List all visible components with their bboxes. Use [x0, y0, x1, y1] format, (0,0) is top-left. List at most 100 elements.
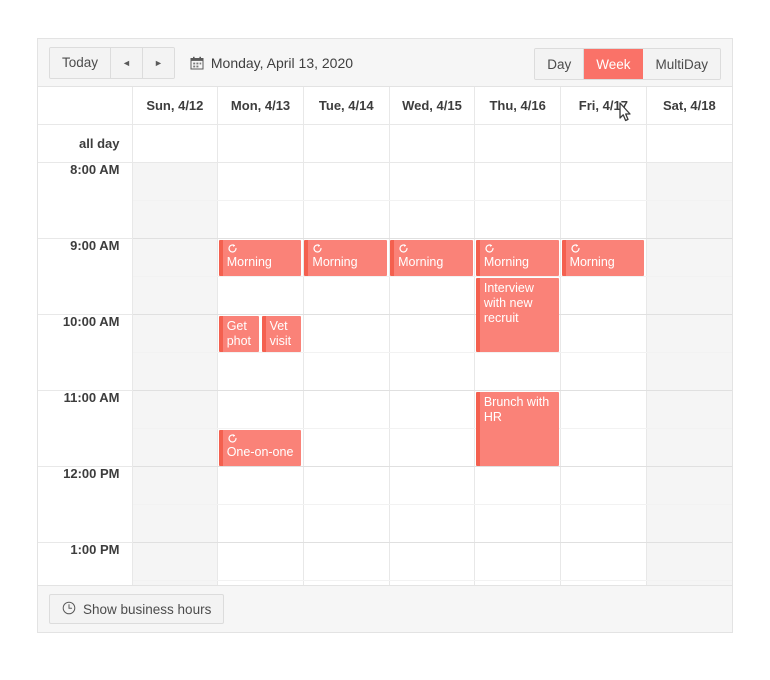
all-day-cell-thu[interactable]: [474, 124, 562, 163]
time-slot-cell[interactable]: [217, 352, 304, 391]
calendar-event[interactable]: Morning: [218, 239, 302, 276]
time-slot-cell[interactable]: [132, 542, 219, 581]
time-slot-cell[interactable]: [474, 580, 562, 585]
time-slot-cell[interactable]: [474, 200, 562, 239]
day-header-thu[interactable]: Thu, 4/16: [474, 87, 562, 125]
time-slot-cell[interactable]: [389, 542, 476, 581]
time-slot-cell[interactable]: [560, 428, 647, 467]
day-header-wed[interactable]: Wed, 4/15: [389, 87, 476, 125]
time-slot-cell[interactable]: [560, 504, 647, 543]
time-slot-cell[interactable]: [646, 276, 732, 315]
time-slot-cell[interactable]: [389, 352, 476, 391]
time-slot-cell[interactable]: [560, 466, 647, 505]
time-slot-cell[interactable]: [560, 390, 647, 429]
time-slot-cell[interactable]: [132, 466, 219, 505]
time-slot-cell[interactable]: [217, 466, 304, 505]
time-slot-cell[interactable]: [132, 390, 219, 429]
calendar-event[interactable]: One-on-one: [218, 429, 302, 466]
time-slot-cell[interactable]: [389, 466, 476, 505]
calendar-event[interactable]: Morning: [304, 239, 388, 276]
time-slot-cell[interactable]: [303, 504, 390, 543]
all-day-cell-fri[interactable]: [560, 124, 647, 163]
calendar-event[interactable]: Vet visit: [261, 315, 302, 352]
scheduler-content-area[interactable]: 8:00 AM 9:00 AM 10:00 AM 11:00 AM 12:00 PM 1:…: [38, 162, 732, 585]
time-slot-cell[interactable]: [132, 276, 219, 315]
calendar-event[interactable]: Morning: [475, 239, 559, 276]
all-day-cell-sun[interactable]: [132, 124, 219, 163]
time-slot-cell[interactable]: [474, 542, 562, 581]
time-slot-cell[interactable]: [646, 542, 732, 581]
time-slot-cell[interactable]: [217, 200, 304, 239]
all-day-cell-mon[interactable]: [217, 124, 304, 163]
time-slot-cell[interactable]: [646, 200, 732, 239]
time-slot-cell[interactable]: [217, 542, 304, 581]
time-slot-cell[interactable]: [389, 390, 476, 429]
time-slot-cell[interactable]: [132, 504, 219, 543]
next-button[interactable]: ►: [142, 47, 174, 78]
time-slot-cell[interactable]: [646, 504, 732, 543]
view-button-multiday[interactable]: MultiDay: [643, 49, 720, 79]
time-slot-cell[interactable]: [132, 238, 219, 277]
time-slot-cell[interactable]: [560, 314, 647, 353]
time-slot-cell[interactable]: [560, 276, 647, 315]
time-slot-cell[interactable]: [303, 314, 390, 353]
time-slot-cell[interactable]: [474, 162, 562, 201]
day-header-fri[interactable]: Fri, 4/17: [560, 87, 647, 125]
time-slot-cell[interactable]: [646, 162, 732, 201]
time-slot-cell[interactable]: [389, 428, 476, 467]
time-slot-cell[interactable]: [646, 352, 732, 391]
calendar-event[interactable]: Morning: [561, 239, 645, 276]
time-slot-cell[interactable]: [303, 276, 390, 315]
time-slot-cell[interactable]: [303, 466, 390, 505]
time-slot-cell[interactable]: [646, 238, 732, 277]
time-slot-cell[interactable]: [303, 352, 390, 391]
time-slot-cell[interactable]: [132, 314, 219, 353]
time-slot-cell[interactable]: [474, 352, 562, 391]
all-day-cell-sat[interactable]: [646, 124, 732, 163]
time-slot-cell[interactable]: [303, 580, 390, 585]
calendar-event[interactable]: Get photo: [218, 315, 259, 352]
time-slot-cell[interactable]: [132, 352, 219, 391]
time-slot-cell[interactable]: [303, 200, 390, 239]
time-slot-cell[interactable]: [132, 200, 219, 239]
time-slot-cell[interactable]: [646, 428, 732, 467]
time-slot-cell[interactable]: [560, 352, 647, 391]
previous-button[interactable]: ◄: [111, 47, 143, 78]
time-slot-cell[interactable]: [217, 390, 304, 429]
view-button-day[interactable]: Day: [535, 49, 585, 79]
time-slot-cell[interactable]: [646, 580, 732, 585]
day-header-sat[interactable]: Sat, 4/18: [646, 87, 732, 125]
time-slot-cell[interactable]: [217, 504, 304, 543]
time-slot-cell[interactable]: [646, 466, 732, 505]
time-slot-cell[interactable]: [474, 504, 562, 543]
day-header-sun[interactable]: Sun, 4/12: [132, 87, 219, 125]
calendar-event[interactable]: Brunch with HR: [475, 391, 559, 466]
time-slot-cell[interactable]: [132, 428, 219, 467]
time-slot-cell[interactable]: [389, 162, 476, 201]
calendar-event[interactable]: Interview with new recruit: [475, 277, 559, 352]
time-slot-cell[interactable]: [389, 580, 476, 585]
time-slot-cell[interactable]: [217, 276, 304, 315]
time-slot-cell[interactable]: [389, 276, 476, 315]
time-slot-cell[interactable]: [389, 200, 476, 239]
time-slot-cell[interactable]: [560, 162, 647, 201]
time-slot-cell[interactable]: [560, 200, 647, 239]
day-header-mon[interactable]: Mon, 4/13: [217, 87, 304, 125]
today-button[interactable]: Today: [50, 47, 112, 78]
time-slot-cell[interactable]: [560, 542, 647, 581]
time-slot-cell[interactable]: [389, 504, 476, 543]
show-business-hours-button[interactable]: Show business hours: [49, 594, 225, 624]
all-day-cell-wed[interactable]: [389, 124, 476, 163]
view-button-week[interactable]: Week: [584, 49, 644, 79]
time-slot-cell[interactable]: [389, 314, 476, 353]
time-slot-cell[interactable]: [560, 580, 647, 585]
time-slot-cell[interactable]: [303, 162, 390, 201]
time-slot-cell[interactable]: [646, 314, 732, 353]
time-slot-cell[interactable]: [303, 542, 390, 581]
time-slot-cell[interactable]: [303, 428, 390, 467]
time-slot-cell[interactable]: [217, 580, 304, 585]
day-header-tue[interactable]: Tue, 4/14: [303, 87, 390, 125]
time-slot-cell[interactable]: [474, 466, 562, 505]
time-slot-cell[interactable]: [303, 390, 390, 429]
calendar-event[interactable]: Morning: [390, 239, 473, 276]
